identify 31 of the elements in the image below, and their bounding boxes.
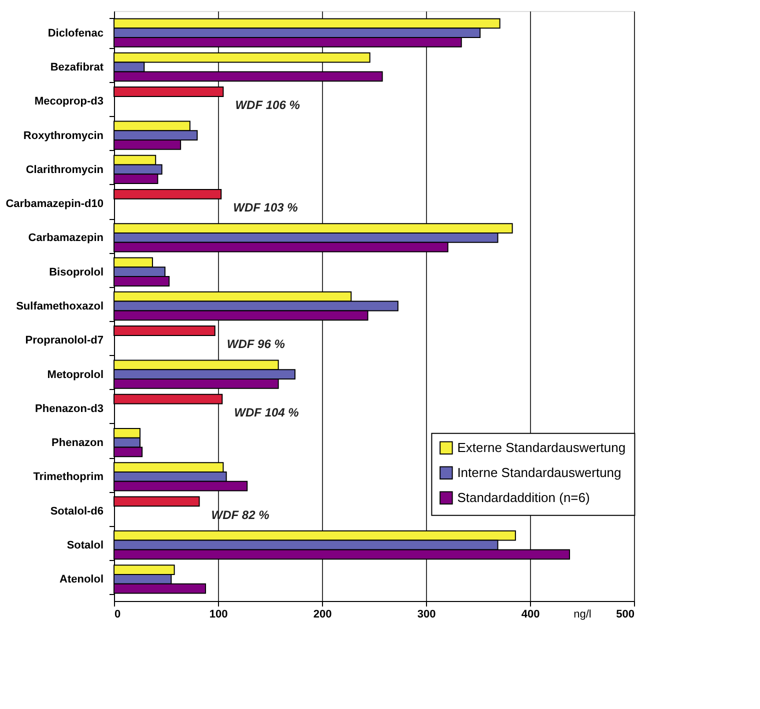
y-tick-label: Propranolol-d7 — [25, 334, 104, 347]
y-tick-label: Phenazon — [52, 437, 104, 450]
y-tick-label: Atenolol — [60, 574, 104, 586]
y-tick-label: Phenazon-d3 — [35, 402, 104, 415]
y-tick-label: Mecoprop-d3 — [34, 96, 104, 108]
y-tick-label: Sotalol — [66, 540, 104, 552]
legend-label: Externe Standardauswertung — [457, 440, 626, 455]
x-tick-label: 400 — [521, 608, 540, 620]
x-tick-label: 0 — [114, 608, 121, 620]
x-tick-label: 200 — [313, 608, 332, 620]
legend-label: Standardaddition (n=6) — [457, 490, 590, 505]
x-tick-label: 100 — [209, 608, 228, 620]
y-tick-label: Sulfamethoxazol — [16, 300, 104, 312]
legend-label: Interne Standardauswertung — [457, 464, 622, 480]
x-tick-label: 500 — [616, 608, 634, 620]
y-tick-label: Clarithromycin — [26, 164, 104, 176]
annotation: WDF 96 % — [226, 337, 286, 352]
y-tick-label: Roxythromycin — [23, 130, 104, 142]
x-tick-label: 300 — [417, 608, 436, 620]
y-tick-label: Trimethoprim — [33, 471, 104, 484]
annotation: WDF 104 % — [234, 405, 300, 420]
annotation: WDF 106 % — [235, 98, 300, 112]
y-tick-label: Diclofenac — [48, 27, 104, 40]
y-tick-label: Bezafibrat — [50, 61, 104, 74]
y-tick-label: Carbamazepin — [28, 232, 104, 244]
y-tick-label: Carbamazepin-d10 — [6, 198, 104, 210]
y-tick-label: Bisoprolol — [49, 266, 104, 278]
y-tick-label: Sotalol-d6 — [50, 505, 104, 518]
y-tick-label: Metoprolol — [47, 368, 104, 381]
x-axis-title: ng/l — [574, 608, 592, 620]
annotation: WDF 103 % — [233, 200, 298, 215]
